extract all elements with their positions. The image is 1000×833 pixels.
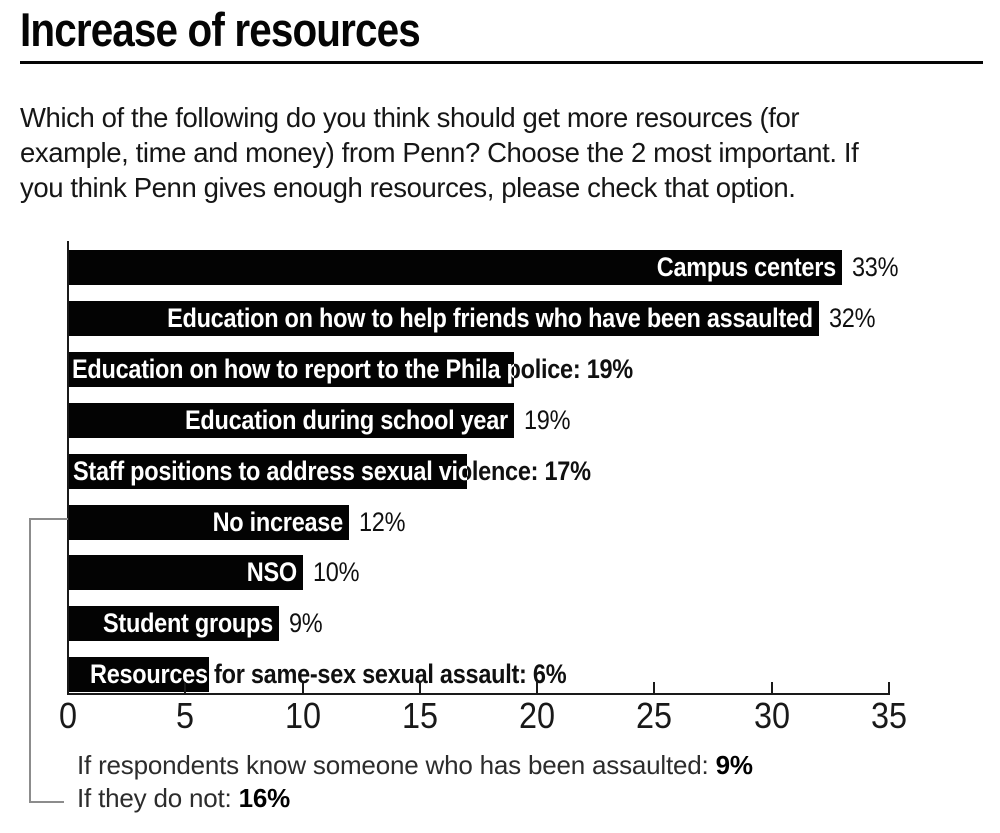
x-axis-line (67, 693, 890, 695)
bar-value: 9% (289, 608, 323, 638)
bar-label: NSO (246, 557, 297, 587)
bar-value: 32% (829, 303, 876, 333)
question-text: Which of the following do you think shou… (20, 102, 859, 203)
axis-tick-label: 15 (401, 695, 438, 736)
bar-label: Campus centers (656, 252, 836, 282)
axis-tick-label: 5 (176, 695, 195, 736)
bar-overflow-label: Education on how to report to the Phila … (72, 354, 633, 384)
footnote-value: 9% (715, 750, 753, 780)
bar-label: Education on how to help friends who hav… (167, 303, 813, 333)
bar (68, 505, 349, 540)
axis-tick-label: 20 (519, 695, 556, 736)
bar (68, 606, 279, 641)
axis-tick-label: 25 (636, 695, 673, 736)
footnote-line: If they do not: 16% (77, 782, 753, 815)
axis-tick-label: 0 (58, 695, 78, 736)
bracket-line-bottom (29, 801, 64, 803)
bar-label: Staff positions to address sexual violen… (73, 456, 467, 486)
axis-tick (418, 682, 421, 693)
footnote-value: 16% (238, 783, 291, 813)
bar-value: 12% (359, 507, 406, 537)
bar-label-clip: Resources for same-sex sexual assault: 6… (68, 657, 209, 692)
footnote-label: If respondents know someone who has been… (77, 750, 709, 780)
bar-label: Education on how to report to the Phila … (72, 354, 514, 384)
bar (68, 301, 819, 336)
bar-label-clip: Education on how to report to the Phila … (68, 352, 514, 387)
bar-overflow-label: Staff positions to address sexual violen… (73, 456, 591, 486)
bar-overflow-label: Resources for same-sex sexual assault: 6… (90, 659, 567, 689)
axis-tick (536, 682, 539, 693)
axis-tick-label: 35 (870, 695, 908, 736)
bar (68, 250, 842, 285)
bar-value: 33% (852, 252, 899, 282)
bar-label: No increase (212, 507, 344, 537)
footnotes: If respondents know someone who has been… (77, 749, 753, 815)
axis-tick-label: 10 (284, 695, 321, 736)
bar-label: Resources for same-sex sexual assault: 6… (90, 659, 209, 689)
axis-tick (653, 682, 656, 693)
bar (68, 403, 514, 438)
bracket-line-top (29, 518, 68, 520)
bar-value: 19% (524, 405, 571, 435)
title-rule (20, 61, 983, 64)
bracket-line-vertical (29, 518, 31, 803)
bar-value: 10% (313, 557, 360, 587)
y-axis-line (67, 241, 69, 694)
footnote-label: If they do not: (77, 783, 232, 813)
bar (68, 352, 514, 387)
axis-tick (770, 682, 773, 693)
bar-label-clip: Staff positions to address sexual violen… (68, 454, 467, 489)
bar-label: Education during school year (185, 405, 508, 435)
axis-tick (184, 682, 187, 693)
axis-tick (301, 682, 304, 693)
axis-tick-label: 30 (753, 695, 790, 736)
footnote-line: If respondents know someone who has been… (77, 749, 753, 782)
bar-label: Student groups (103, 608, 273, 638)
bar (68, 555, 303, 590)
bar (68, 454, 467, 489)
page-title: Increase of resources (20, 3, 421, 56)
axis-tick (887, 682, 890, 693)
